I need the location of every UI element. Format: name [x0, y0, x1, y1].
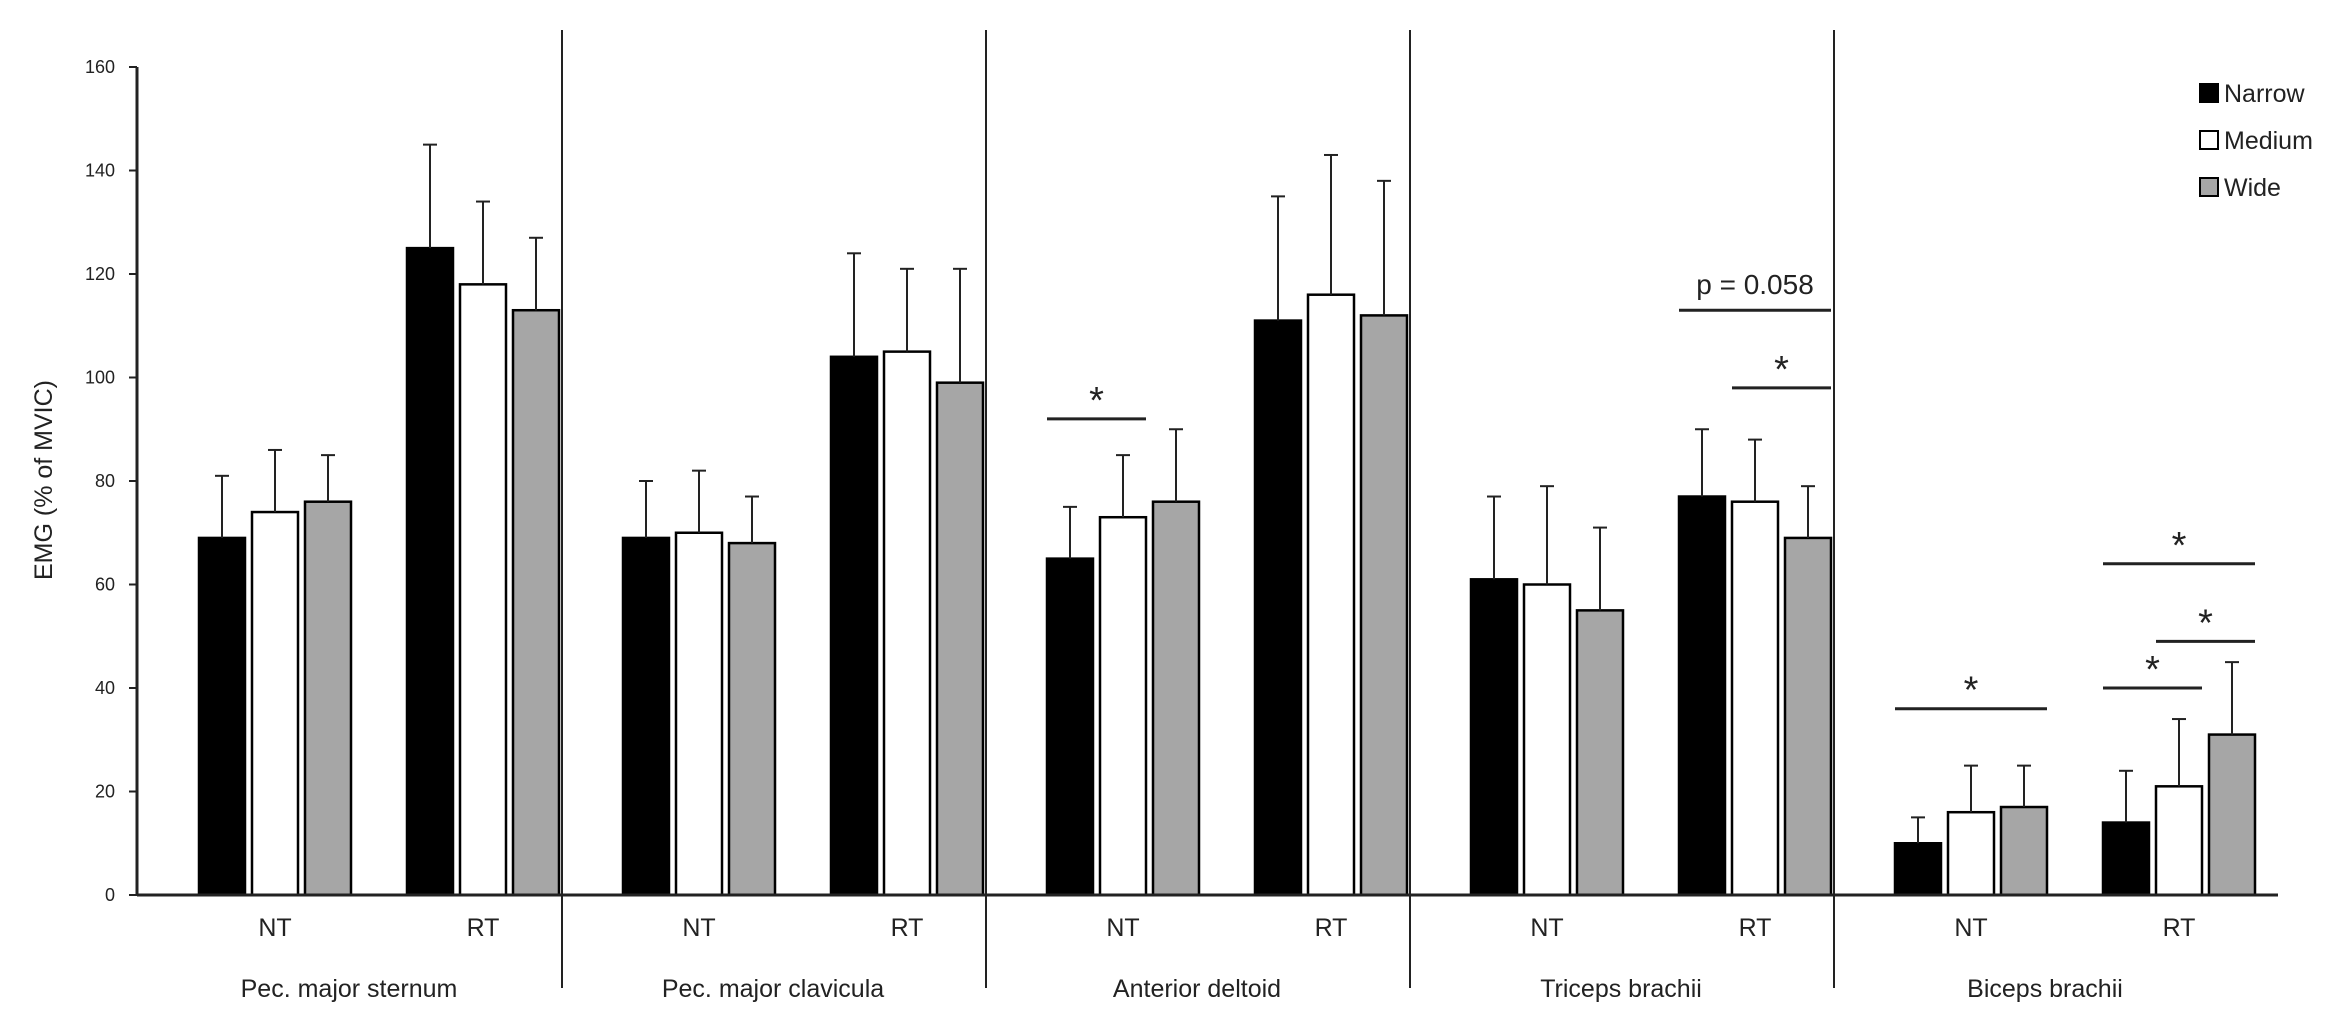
significance-star: * — [2145, 649, 2160, 691]
bar-medium — [1098, 515, 1148, 897]
y-tick-label: 20 — [95, 782, 115, 802]
bar-wide — [1151, 500, 1201, 897]
group-label-biceps-brachii: Biceps brachii — [1967, 975, 2123, 1003]
y-tick-label: 160 — [85, 57, 115, 77]
condition-label-rt: RT — [2163, 914, 2196, 942]
axes-layer: 0 20 40 60 80 100 120 140 160 Pec. major sternum N… — [85, 30, 2278, 1003]
significance-star: * — [2172, 525, 2187, 567]
annotations-layer: * p = 0.058 * * * * * — [1047, 269, 2255, 712]
bar-narrow — [405, 246, 455, 897]
condition-label-nt: NT — [258, 914, 291, 942]
bar-narrow — [621, 536, 671, 897]
bar-wide — [2207, 733, 2257, 897]
bar-narrow — [2101, 821, 2151, 897]
y-tick-label: 0 — [105, 885, 115, 905]
bars-layer — [197, 143, 2257, 897]
significance-star: * — [2198, 602, 2213, 644]
significance-star: * — [1774, 349, 1789, 391]
bar-wide — [1575, 609, 1625, 897]
group-label-pec-major-sternum: Pec. major sternum — [241, 975, 458, 1003]
y-tick-label: 120 — [85, 264, 115, 284]
bar-medium — [2154, 785, 2204, 897]
bar-wide — [727, 541, 777, 897]
significance-star: * — [1089, 380, 1104, 422]
bar-medium — [1522, 583, 1572, 897]
condition-label-nt: NT — [682, 914, 715, 942]
bar-narrow — [1045, 557, 1095, 897]
bar-narrow — [829, 355, 879, 897]
bar-medium — [458, 283, 508, 897]
group-label-anterior-deltoid: Anterior deltoid — [1113, 975, 1281, 1003]
bar-medium — [1306, 293, 1356, 897]
significance-p-value: p = 0.058 — [1696, 269, 1814, 300]
bar-medium — [882, 350, 932, 897]
bar-medium — [1946, 810, 1996, 897]
legend-label-narrow: Narrow — [2224, 80, 2306, 108]
bar-narrow — [1677, 495, 1727, 897]
y-tick-label: 100 — [85, 368, 115, 388]
y-tick-label: 140 — [85, 161, 115, 181]
group-label-pec-major-clavicula: Pec. major clavicula — [662, 975, 884, 1003]
legend-label-medium: Medium — [2224, 127, 2313, 155]
bar-medium — [1730, 500, 1780, 897]
legend-label-wide: Wide — [2224, 174, 2281, 202]
significance-star: * — [1964, 670, 1979, 712]
legend-swatch-medium — [2199, 130, 2219, 150]
legend-swatch-wide — [2199, 177, 2219, 197]
y-tick-label: 40 — [95, 678, 115, 698]
bar-wide — [303, 500, 353, 897]
condition-label-nt: NT — [1530, 914, 1563, 942]
group-label-triceps-brachii: Triceps brachii — [1540, 975, 1702, 1003]
condition-label-nt: NT — [1106, 914, 1139, 942]
bar-narrow — [1469, 578, 1519, 897]
legend-swatch-narrow — [2199, 83, 2219, 103]
bar-wide — [1783, 536, 1833, 897]
legend: Narrow Medium Wide — [2199, 80, 2313, 202]
y-tick-label: 80 — [95, 471, 115, 491]
condition-label-rt: RT — [891, 914, 924, 942]
bar-wide — [511, 308, 561, 897]
bar-narrow — [197, 536, 247, 897]
y-tick-label: 60 — [95, 575, 115, 595]
y-axis-title: EMG (% of MVIC) — [30, 380, 58, 580]
condition-label-rt: RT — [1315, 914, 1348, 942]
bar-wide — [1999, 805, 2049, 897]
bar-wide — [935, 381, 985, 897]
bar-wide — [1359, 314, 1409, 897]
condition-label-nt: NT — [1954, 914, 1987, 942]
bar-medium — [250, 510, 300, 897]
bar-narrow — [1253, 319, 1303, 897]
bar-medium — [674, 531, 724, 897]
condition-label-rt: RT — [467, 914, 500, 942]
condition-label-rt: RT — [1739, 914, 1772, 942]
bar-narrow — [1893, 842, 1943, 897]
